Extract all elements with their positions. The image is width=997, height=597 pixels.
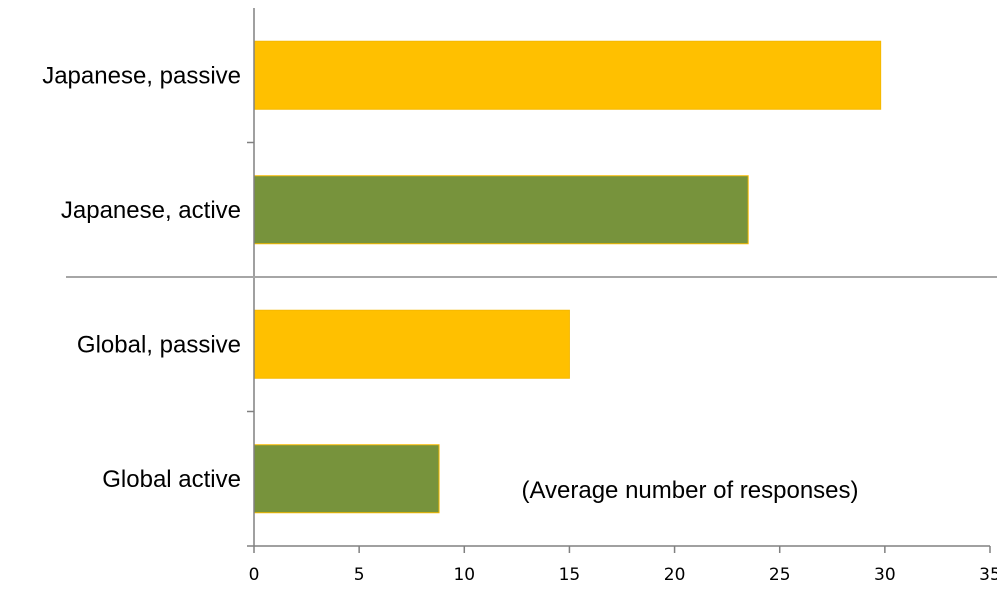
category-label-4: Global active — [102, 466, 241, 493]
category-label-2: Japanese, active — [61, 197, 241, 224]
x-tick-label-25: 25 — [769, 565, 791, 585]
x-tick-label-30: 30 — [874, 565, 896, 585]
bar-1 — [253, 40, 882, 110]
x-tick-label-15: 15 — [559, 565, 581, 585]
bar-4 — [253, 444, 440, 514]
category-label-1: Japanese, passive — [42, 62, 241, 89]
bars-layer — [253, 40, 882, 514]
axes-layer — [66, 8, 997, 553]
x-tick-label-5: 5 — [354, 565, 365, 585]
x-tick-label-35: 35 — [979, 565, 997, 585]
x-tick-label-0: 0 — [249, 565, 260, 585]
bar-2 — [253, 175, 749, 245]
x-tick-label-10: 10 — [453, 565, 475, 585]
category-label-3: Global, passive — [77, 331, 241, 358]
bar-3 — [253, 309, 570, 379]
x-tick-label-20: 20 — [664, 565, 686, 585]
chart-annotation: (Average number of responses) — [521, 477, 858, 504]
labels-layer: Japanese, passive Japanese, active Global,… — [42, 62, 997, 585]
